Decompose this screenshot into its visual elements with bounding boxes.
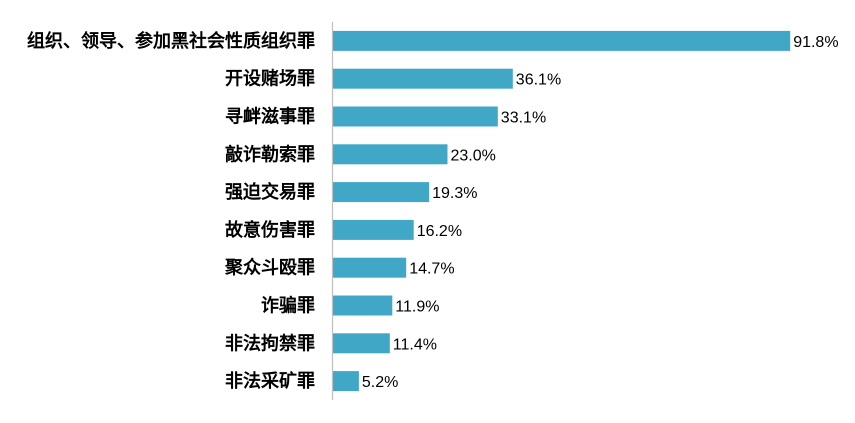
value-label-5: 16.2% [417,223,462,240]
category-label-7: 诈骗罪 [261,295,315,316]
bar-0 [333,30,791,51]
bar-1 [333,68,513,89]
bar-6 [333,257,407,278]
value-label-6: 14.7% [409,261,454,278]
bar-3 [333,144,448,165]
value-label-4: 19.3% [432,185,477,202]
category-label-6: 聚众斗殴罪 [224,257,315,278]
value-label-3: 23.0% [451,147,496,164]
value-labels-group: 91.8% 36.1% 33.1% 23.0% 19.3% 16.2% 14.7% 11.9%… [362,34,839,391]
bars-group [333,30,791,392]
category-label-0: 组织、领导、参加黑社会性质组织罪 [27,30,315,51]
category-label-9: 非法采矿罪 [225,370,315,391]
category-label-1: 开设赌场罪 [225,69,315,89]
bar-9 [333,371,359,392]
bar-4 [333,182,430,203]
bar-8 [333,333,390,354]
category-label-4: 强迫交易罪 [225,181,315,202]
category-label-5: 故意伤害罪 [225,219,315,240]
category-label-8: 非法拘禁罪 [225,332,315,353]
value-label-8: 11.4% [393,336,437,353]
value-label-0: 91.8% [793,34,838,51]
value-label-9: 5.2% [362,374,398,391]
category-label-3: 敲诈勒索罪 [225,143,315,164]
bar-2 [333,106,498,127]
value-label-7: 11.9% [395,299,439,316]
bar-7 [333,295,393,316]
value-label-1: 36.1% [516,72,561,89]
bar-5 [333,219,414,240]
category-labels-group: 组织、领导、参加黑社会性质组织罪开设赌场罪寻衅滋事罪敲诈勒索罪强迫交易罪故意伤害… [27,30,315,391]
category-label-2: 寻衅滋事罪 [225,106,315,127]
value-label-2: 33.1% [501,110,546,127]
